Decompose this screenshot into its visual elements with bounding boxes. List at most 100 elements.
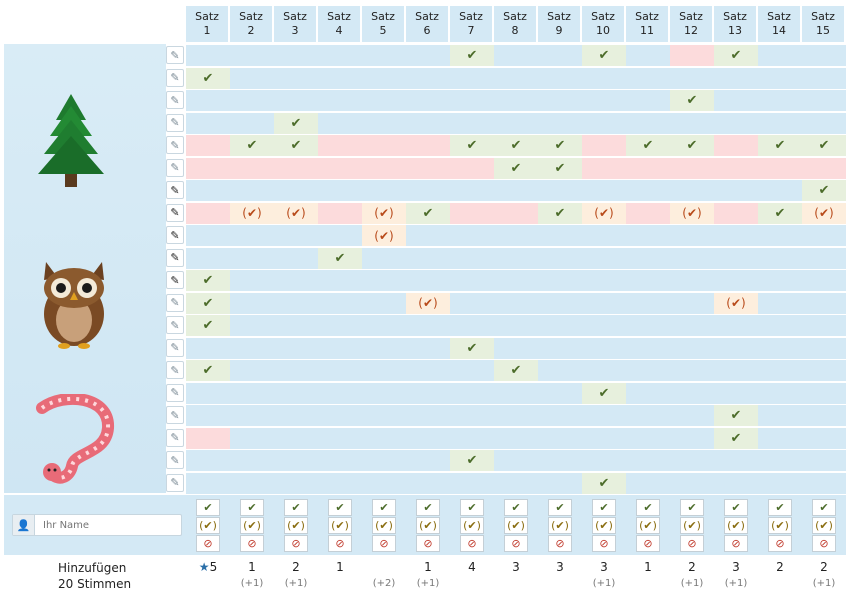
yes-option-button[interactable]: ✔ (416, 499, 440, 516)
no-option-button[interactable]: ⊘ (680, 535, 704, 552)
vote-choice-group: ✔ (✔) ⊘ (504, 499, 528, 553)
maybe-option-button[interactable]: (✔) (636, 517, 660, 534)
vote-cell (626, 293, 670, 314)
vote-cell (582, 428, 626, 449)
yes-option-button[interactable]: ✔ (240, 499, 264, 516)
yes-option-button[interactable]: ✔ (460, 499, 484, 516)
yes-option-button[interactable]: ✔ (636, 499, 660, 516)
yes-check-icon: ✔ (730, 48, 742, 63)
no-option-button[interactable]: ⊘ (328, 535, 352, 552)
edit-row-button[interactable]: ✎ (166, 181, 184, 199)
vote-cell (186, 135, 230, 156)
no-option-button[interactable]: ⊘ (460, 535, 484, 552)
edit-row-button[interactable]: ✎ (166, 136, 184, 154)
maybe-option-button[interactable]: (✔) (768, 517, 792, 534)
edit-row-button[interactable]: ✎ (166, 361, 184, 379)
vote-cell (582, 405, 626, 426)
edit-row-button[interactable]: ✎ (166, 248, 184, 267)
vote-cell (758, 270, 802, 291)
vote-cell (626, 450, 670, 471)
name-input[interactable] (35, 515, 181, 535)
no-option-button[interactable]: ⊘ (636, 535, 660, 552)
edit-row-button[interactable]: ✎ (166, 68, 184, 87)
edit-row-button[interactable]: ✎ (166, 428, 184, 447)
maybe-option-button[interactable]: (✔) (196, 517, 220, 534)
no-option-button[interactable]: ⊘ (768, 535, 792, 552)
yes-option-button[interactable]: ✔ (196, 499, 220, 516)
yes-option-button[interactable]: ✔ (592, 499, 616, 516)
maybe-option-button[interactable]: (✔) (592, 517, 616, 534)
maybe-option-button[interactable]: (✔) (460, 517, 484, 534)
column-total: 2 (688, 560, 696, 574)
edit-row-button[interactable]: ✎ (166, 473, 184, 492)
edit-row-button[interactable]: ✎ (166, 226, 184, 244)
no-option-button[interactable]: ⊘ (548, 535, 572, 552)
vote-cell: ✔ (670, 90, 714, 111)
maybe-option-button[interactable]: (✔) (328, 517, 352, 534)
yes-option-button[interactable]: ✔ (680, 499, 704, 516)
add-label[interactable]: Hinzufügen (58, 561, 127, 575)
maybe-option-button[interactable]: (✔) (548, 517, 572, 534)
edit-row-button[interactable]: ✎ (166, 113, 184, 132)
no-option-button[interactable]: ⊘ (240, 535, 264, 552)
yes-option-button[interactable]: ✔ (284, 499, 308, 516)
name-field[interactable]: 👤 (12, 514, 182, 536)
no-option-button[interactable]: ⊘ (504, 535, 528, 552)
vote-cell (362, 157, 406, 179)
maybe-option-button[interactable]: (✔) (680, 517, 704, 534)
pencil-icon: ✎ (170, 138, 180, 152)
yes-option-button[interactable]: ✔ (372, 499, 396, 516)
vote-cell (362, 293, 406, 314)
edit-row-button[interactable]: ✎ (166, 338, 184, 357)
pencil-icon: ✎ (170, 71, 180, 84)
vote-cell (538, 180, 582, 201)
vote-cell (582, 113, 626, 134)
edit-row-button[interactable]: ✎ (166, 271, 184, 289)
vote-cell: ✔ (538, 157, 582, 179)
vote-choice-group: ✔ (✔) ⊘ (460, 499, 484, 553)
vote-cell (230, 450, 274, 471)
yes-option-button[interactable]: ✔ (812, 499, 836, 516)
maybe-check-icon: (✔) (374, 228, 394, 243)
maybe-option-button[interactable]: (✔) (372, 517, 396, 534)
maybe-option-button[interactable]: (✔) (812, 517, 836, 534)
vote-row: ✔ (186, 247, 846, 269)
edit-row-button[interactable]: ✎ (166, 46, 184, 64)
edit-row-button[interactable]: ✎ (166, 91, 184, 109)
no-option-button[interactable]: ⊘ (284, 535, 308, 552)
vote-cell (274, 270, 318, 291)
yes-option-button[interactable]: ✔ (504, 499, 528, 516)
no-option-button[interactable]: ⊘ (724, 535, 748, 552)
maybe-option-button[interactable]: (✔) (724, 517, 748, 534)
yes-option-button[interactable]: ✔ (548, 499, 572, 516)
vote-cell (538, 405, 582, 426)
vote-cell (274, 157, 318, 179)
edit-row-button[interactable]: ✎ (166, 158, 184, 177)
vote-cell (450, 270, 494, 291)
no-option-button[interactable]: ⊘ (372, 535, 396, 552)
edit-row-button[interactable]: ✎ (166, 451, 184, 469)
yes-option-button[interactable]: ✔ (768, 499, 792, 516)
vote-cell (582, 90, 626, 111)
vote-cell (582, 225, 626, 246)
edit-row-button[interactable]: ✎ (166, 203, 184, 222)
edit-row-button[interactable]: ✎ (166, 383, 184, 402)
maybe-option-button[interactable]: (✔) (416, 517, 440, 534)
vote-cell (362, 405, 406, 426)
maybe-option-button[interactable]: (✔) (240, 517, 264, 534)
no-option-button[interactable]: ⊘ (592, 535, 616, 552)
yes-option-button[interactable]: ✔ (328, 499, 352, 516)
column-maybe-count: (+1) (680, 578, 704, 589)
vote-cell: ✔ (714, 45, 758, 66)
edit-row-button[interactable]: ✎ (166, 316, 184, 334)
maybe-option-button[interactable]: (✔) (504, 517, 528, 534)
no-option-button[interactable]: ⊘ (812, 535, 836, 552)
vote-cell (714, 157, 758, 179)
no-option-button[interactable]: ⊘ (196, 535, 220, 552)
edit-row-button[interactable]: ✎ (166, 406, 184, 424)
edit-row-button[interactable]: ✎ (166, 293, 184, 312)
maybe-option-button[interactable]: (✔) (284, 517, 308, 534)
yes-option-button[interactable]: ✔ (724, 499, 748, 516)
vote-choice-group: ✔ (✔) ⊘ (768, 499, 792, 553)
no-option-button[interactable]: ⊘ (416, 535, 440, 552)
